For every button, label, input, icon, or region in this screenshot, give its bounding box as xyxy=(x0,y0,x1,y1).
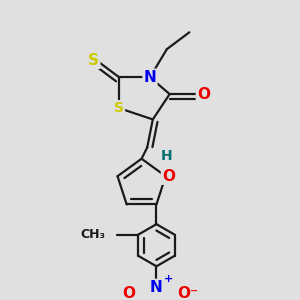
Text: O: O xyxy=(122,286,135,300)
Text: +: + xyxy=(164,274,173,284)
Text: N: N xyxy=(150,280,163,295)
Text: S: S xyxy=(88,53,99,68)
Text: N: N xyxy=(144,70,156,85)
Text: O: O xyxy=(197,87,210,102)
Text: O⁻: O⁻ xyxy=(178,286,199,300)
Text: CH₃: CH₃ xyxy=(81,228,106,241)
Text: O: O xyxy=(162,169,175,184)
Text: H: H xyxy=(161,149,173,163)
Text: S: S xyxy=(114,101,124,115)
